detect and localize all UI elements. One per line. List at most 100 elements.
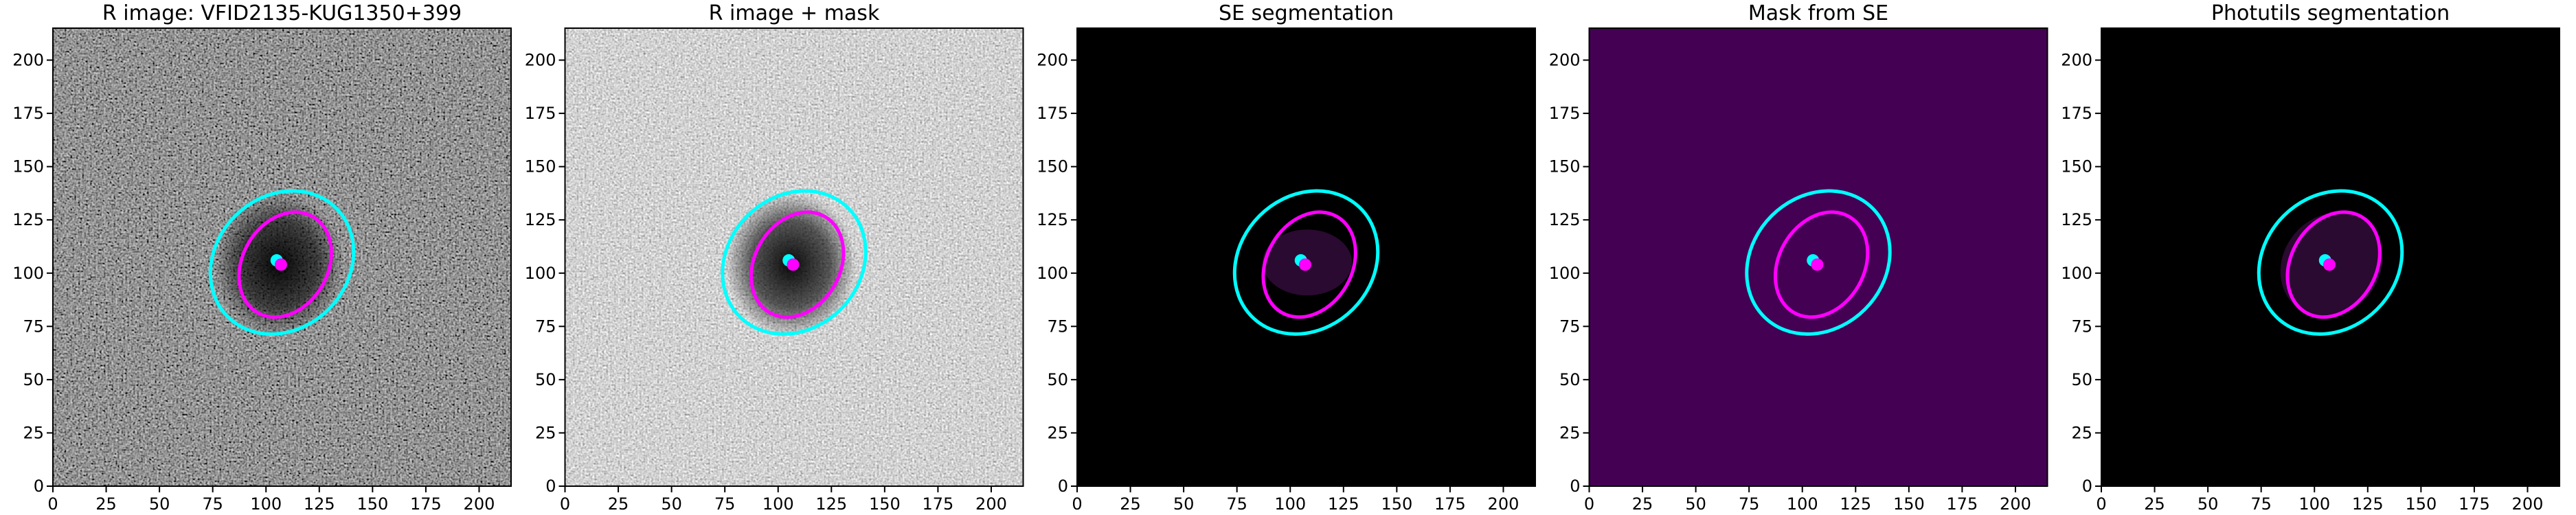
y-tick-label: 25	[2071, 423, 2092, 442]
panel-title: Photutils segmentation	[2211, 1, 2450, 25]
y-tick-label: 50	[1047, 370, 1068, 389]
ellipse	[749, 210, 846, 319]
x-tick-label: 100	[2298, 494, 2330, 514]
y-tick-label: 150	[1037, 157, 1068, 176]
y-tick-label: 200	[12, 51, 44, 70]
x-tick-label: 75	[714, 494, 736, 514]
axes-frame	[52, 27, 512, 487]
y-tick-label: 75	[1047, 317, 1068, 336]
image-background	[1589, 28, 2048, 486]
x-tick-label: 100	[1787, 494, 1818, 514]
y-tick-label: 175	[1037, 104, 1068, 123]
y-tick-label: 125	[2061, 210, 2092, 229]
ellipse	[1261, 210, 1357, 319]
panel: R image + mask 0 25 50 75 100 125 150 175 200 0 25 5…	[525, 1, 1024, 514]
x-tick-label: 75	[1739, 494, 1760, 514]
panel-title: Mask from SE	[1748, 1, 1888, 25]
x-tick-label: 50	[1173, 494, 1195, 514]
y-tick-label: 200	[1037, 51, 1068, 70]
ellipse	[1232, 189, 1380, 336]
panel: Photutils segmentation 0 25 50 75 100 125 150 17…	[2061, 1, 2560, 514]
y-tick-label: 25	[23, 423, 44, 442]
axes-frame	[1588, 27, 2048, 487]
x-tick-label: 75	[1226, 494, 1247, 514]
y-tick-label: 50	[1559, 370, 1581, 389]
x-tick-label: 175	[410, 494, 442, 514]
y-tick-label: 0	[34, 477, 44, 496]
panel-title: R image: VFID2135-KUG1350+399	[102, 1, 462, 25]
x-tick-label: 150	[869, 494, 901, 514]
y-tick-label: 200	[2061, 51, 2092, 70]
y-tick-label: 100	[12, 264, 44, 283]
x-tick-label: 25	[608, 494, 629, 514]
x-tick-label: 175	[1434, 494, 1466, 514]
x-tick-label: 75	[202, 494, 223, 514]
panel: SE segmentation 0 25 50 75 100 125 150 175 200 0 25…	[1037, 1, 1536, 514]
y-tick-label: 75	[1559, 317, 1581, 336]
y-tick-label: 150	[525, 157, 556, 176]
ellipse	[1745, 189, 1892, 336]
x-tick-label: 50	[1685, 494, 1706, 514]
x-tick-label: 100	[250, 494, 282, 514]
y-tick-label: 125	[1037, 210, 1068, 229]
x-tick-label: 175	[1947, 494, 1978, 514]
y-tick-label: 100	[1037, 264, 1068, 283]
x-tick-label: 50	[661, 494, 682, 514]
ellipse	[1773, 210, 1870, 319]
axes-frame	[1076, 27, 1536, 487]
panel: Mask from SE 0 25 50 75 100 125 150 175 200 0 25 50 7…	[1549, 1, 2048, 514]
y-tick-label: 125	[1549, 210, 1581, 229]
y-tick-label: 75	[23, 317, 44, 336]
y-tick-label: 100	[525, 264, 556, 283]
y-tick-label: 25	[1559, 423, 1581, 442]
y-tick-label: 175	[12, 104, 44, 123]
axes-frame	[564, 27, 1024, 487]
x-tick-label: 0	[47, 494, 58, 514]
y-tick-label: 0	[1570, 477, 1580, 496]
x-tick-label: 0	[1072, 494, 1082, 514]
x-tick-label: 50	[149, 494, 170, 514]
point	[1298, 258, 1311, 271]
x-tick-label: 100	[1274, 494, 1306, 514]
ellipse	[721, 189, 868, 336]
x-tick-label: 125	[815, 494, 847, 514]
x-tick-label: 25	[95, 494, 117, 514]
y-tick-label: 150	[1549, 157, 1581, 176]
x-tick-label: 200	[464, 494, 495, 514]
point	[274, 258, 287, 271]
ellipse	[2257, 189, 2404, 336]
x-tick-label: 200	[2000, 494, 2031, 514]
x-tick-label: 0	[560, 494, 570, 514]
y-tick-label: 125	[12, 210, 44, 229]
y-tick-label: 50	[23, 370, 44, 389]
x-tick-label: 175	[2459, 494, 2490, 514]
y-tick-label: 25	[1047, 423, 1068, 442]
y-tick-label: 175	[525, 104, 556, 123]
y-tick-label: 150	[2061, 157, 2092, 176]
x-tick-label: 25	[1632, 494, 1653, 514]
point	[2323, 258, 2336, 271]
y-tick-label: 0	[2082, 477, 2092, 496]
y-tick-label: 75	[535, 317, 556, 336]
x-tick-label: 50	[2197, 494, 2219, 514]
x-tick-label: 200	[975, 494, 1007, 514]
y-tick-label: 125	[525, 210, 556, 229]
y-tick-label: 50	[2071, 370, 2092, 389]
x-tick-label: 125	[2352, 494, 2384, 514]
x-tick-label: 25	[1120, 494, 1141, 514]
x-tick-label: 200	[2512, 494, 2544, 514]
axes-frame	[2101, 27, 2560, 487]
x-tick-label: 150	[2405, 494, 2437, 514]
y-tick-label: 175	[2061, 104, 2092, 123]
x-tick-label: 200	[1488, 494, 1519, 514]
y-tick-label: 100	[1549, 264, 1581, 283]
x-tick-label: 125	[1840, 494, 1871, 514]
y-tick-label: 75	[2071, 317, 2092, 336]
x-tick-label: 150	[1381, 494, 1412, 514]
y-tick-label: 150	[12, 157, 44, 176]
y-tick-label: 200	[525, 51, 556, 70]
y-tick-label: 25	[535, 423, 556, 442]
x-tick-label: 150	[357, 494, 388, 514]
point	[1811, 258, 1824, 271]
